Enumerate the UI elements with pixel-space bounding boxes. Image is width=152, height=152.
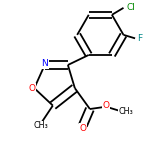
- Text: O: O: [103, 101, 110, 110]
- Text: O: O: [28, 84, 35, 93]
- Text: F: F: [137, 34, 142, 43]
- Text: O: O: [79, 124, 86, 133]
- Text: CH₃: CH₃: [34, 121, 49, 130]
- Text: CH₃: CH₃: [118, 107, 133, 116]
- Text: N: N: [41, 59, 48, 68]
- Text: Cl: Cl: [127, 3, 135, 12]
